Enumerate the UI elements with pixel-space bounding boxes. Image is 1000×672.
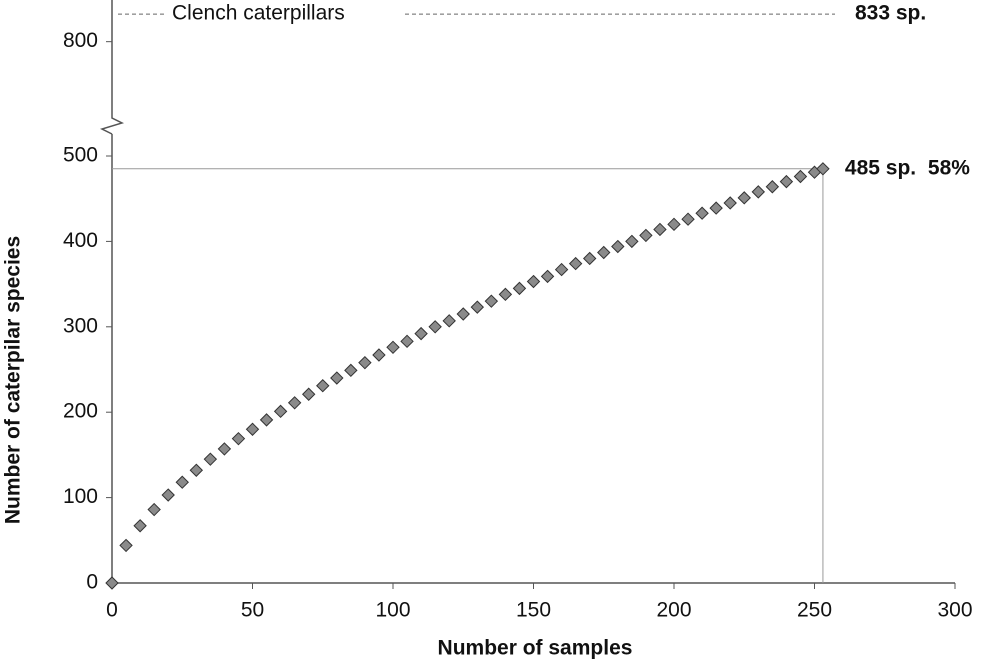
point [189,463,204,477]
point [540,269,555,284]
point [765,180,780,194]
point [470,300,485,314]
point [428,320,442,334]
y-tick-label: 300 [63,314,98,337]
x-tick-label: 250 [797,599,832,622]
x-tick-label: 0 [106,599,118,622]
point [414,326,428,341]
point [301,387,316,401]
reference-value-label: 833 sp. [855,2,926,25]
point [793,169,808,184]
point [231,431,246,446]
value-label: 485 sp. [845,156,916,179]
point [456,307,470,321]
point [695,206,709,220]
point [751,185,766,199]
point [344,363,358,378]
x-axis-title: Number of samples [438,637,633,660]
point [653,222,667,237]
point [161,488,175,502]
y-tick-label: 800 [63,29,98,52]
point [203,452,218,466]
point [316,379,330,393]
point [442,314,456,328]
point [119,538,133,553]
y-tick-label: 500 [63,144,98,167]
point [358,355,372,370]
point [526,274,541,289]
point [498,287,513,302]
point [386,340,400,355]
point [512,281,527,296]
point [737,191,751,205]
point [554,262,569,277]
point [133,519,147,533]
point [330,371,344,385]
point [582,251,597,266]
point [105,576,119,590]
y-tick-label: 0 [86,571,98,594]
point [611,239,625,254]
point [709,201,723,215]
y-tick-label: 100 [63,485,98,508]
x-tick-label: 150 [516,599,551,622]
point [816,162,830,176]
point [681,212,695,226]
point [259,413,274,427]
point [625,234,639,249]
point [217,442,232,456]
point [639,228,653,243]
y-tick-label: 200 [63,400,98,423]
point [568,256,583,271]
y-tick-label: 400 [63,229,98,252]
y-axis-title: Number of caterpilar species [2,236,25,524]
reference-label: Clench caterpillars [172,2,345,25]
point [484,294,499,308]
point [175,475,189,489]
x-tick-label: 50 [241,599,264,622]
point [597,245,611,260]
y-axis-upper [99,0,125,135]
x-tick-label: 300 [937,599,972,622]
point [245,422,260,436]
point [287,396,302,410]
point [723,196,737,210]
point [400,334,414,349]
point [667,217,681,232]
percent-label: 58% [928,156,970,179]
point [372,348,386,362]
x-tick-label: 200 [656,599,691,622]
point [147,502,161,517]
x-tick-label: 100 [375,599,410,622]
point [779,174,794,189]
point [273,404,288,419]
